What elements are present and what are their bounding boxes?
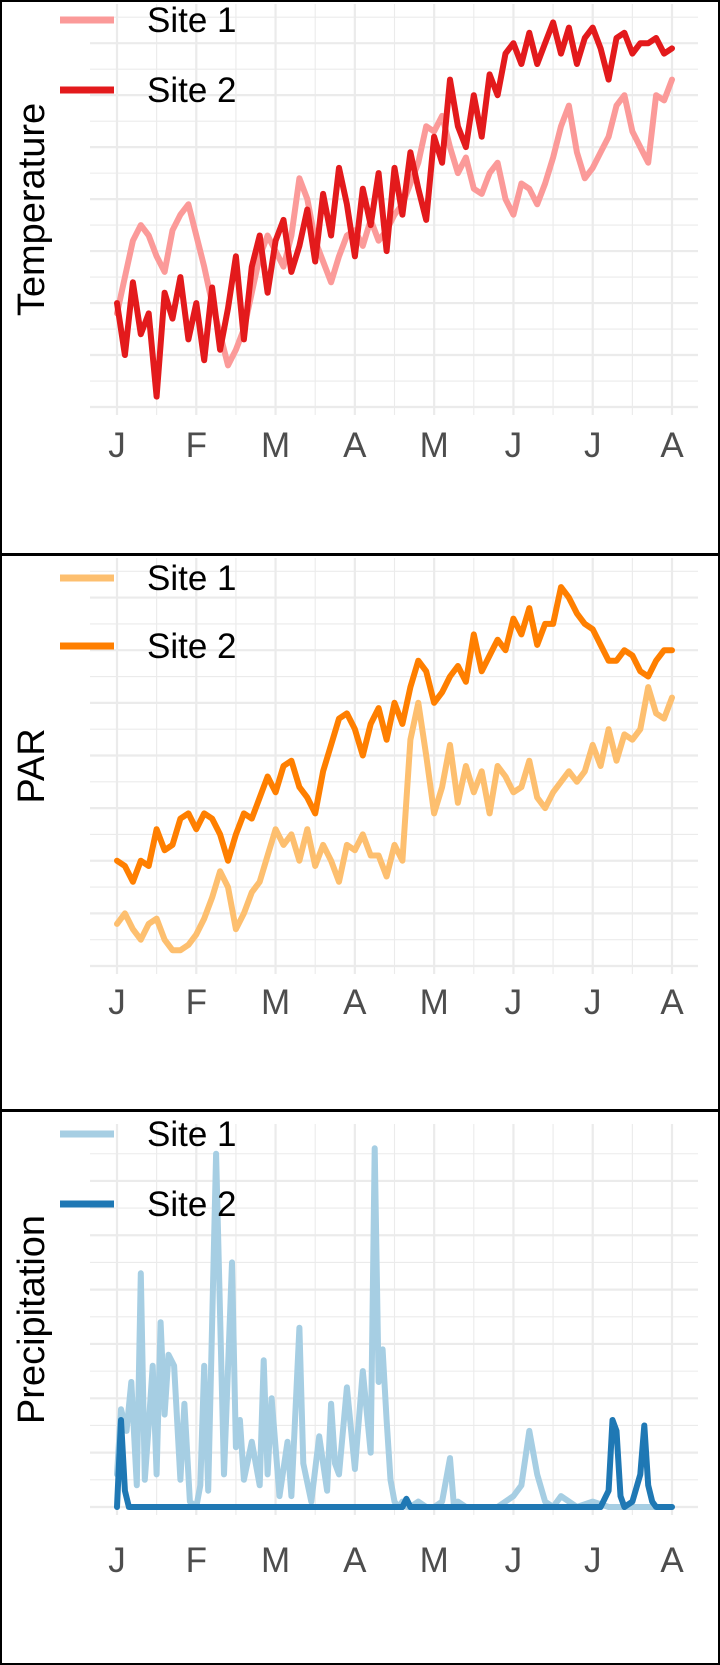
x-tick-label: M: [261, 983, 290, 1022]
x-tick-label: F: [186, 426, 207, 465]
x-tick-label: M: [420, 426, 449, 465]
x-tick-label: J: [108, 983, 126, 1022]
x-tick-label: M: [261, 1541, 290, 1580]
panel-divider: [2, 1109, 718, 1112]
x-tick-label: F: [186, 1541, 207, 1580]
legend: Site 1 Site 2: [60, 559, 237, 666]
x-tick-label: J: [108, 1541, 126, 1580]
gridlines: [90, 558, 698, 974]
x-tick-label: J: [505, 983, 523, 1022]
y-axis-label: Temperature: [11, 103, 53, 316]
x-tick-label: J: [584, 983, 602, 1022]
x-tick-label: J: [505, 426, 523, 465]
series-line-site-2: [114, 584, 675, 885]
y-axis-label: Precipitation: [11, 1215, 53, 1424]
series-line-site-1: [114, 1145, 675, 1510]
legend-label: Site 2: [147, 71, 237, 110]
precipitation-chart: J F M A M J J A Precipitation Site 1 Site 2: [11, 1115, 698, 1580]
temperature-chart: J F M A M J J A Temperature Site 1 Site 2: [11, 2, 698, 465]
legend-label: Site 1: [147, 2, 237, 40]
y-axis-label: PAR: [11, 728, 53, 803]
x-tick-label: A: [343, 983, 367, 1022]
x-tick-label: J: [584, 426, 602, 465]
series-line-site-2: [114, 1417, 675, 1510]
x-tick-label: J: [108, 426, 126, 465]
series-line-site-1: [114, 684, 675, 954]
legend: Site 1 Site 2: [60, 2, 237, 110]
legend-label: Site 1: [147, 1115, 237, 1154]
panel-par: J F M A M J J A PAR Site 1 Site 2: [2, 556, 718, 1109]
x-tick-label: A: [660, 1541, 684, 1580]
legend-label: Site 2: [147, 1185, 237, 1224]
x-tick-label: M: [420, 983, 449, 1022]
panel-divider: [2, 553, 718, 556]
x-tick-label: A: [660, 426, 684, 465]
legend-label: Site 2: [147, 627, 237, 666]
x-tick-label: J: [584, 1541, 602, 1580]
series-line-site-2: [114, 19, 675, 400]
panel-precipitation: J F M A M J J A Precipitation Site 1 Site 2: [2, 1112, 718, 1663]
x-tick-label: A: [660, 983, 684, 1022]
gridlines: [90, 1124, 698, 1515]
x-tick-label: A: [343, 426, 367, 465]
x-tick-label: M: [420, 1541, 449, 1580]
legend-label: Site 1: [147, 559, 237, 598]
x-tick-label: J: [505, 1541, 523, 1580]
x-tick-label: M: [261, 426, 290, 465]
par-chart: J F M A M J J A PAR Site 1 Site 2: [11, 558, 698, 1022]
panel-temperature: J F M A M J J A Temperature Site 1 Site 2: [2, 2, 718, 553]
legend: Site 1 Site 2: [60, 1115, 237, 1224]
x-tick-label: A: [343, 1541, 367, 1580]
x-tick-label: F: [186, 983, 207, 1022]
